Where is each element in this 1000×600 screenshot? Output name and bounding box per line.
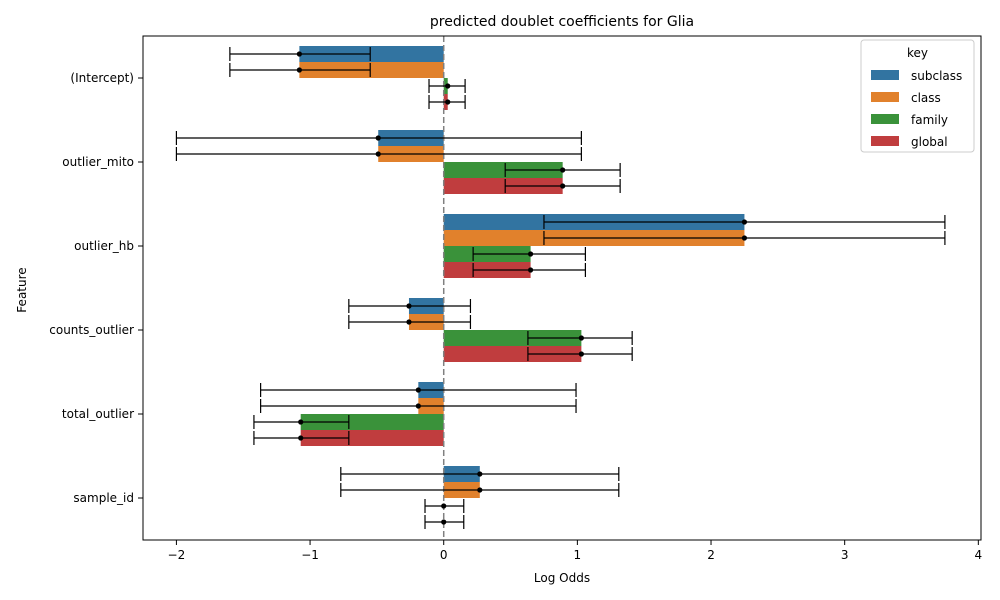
y-tick-label-1: outlier_mito <box>62 155 134 169</box>
x-tick-label--2: −2 <box>168 548 186 562</box>
point-global-0 <box>445 99 451 105</box>
x-axis-title: Log Odds <box>534 571 590 585</box>
x-tick-label-3: 3 <box>841 548 849 562</box>
bar-class-0 <box>299 62 444 78</box>
chart-title: predicted doublet coefficients for Glia <box>430 14 694 30</box>
legend-swatch-class <box>871 92 899 102</box>
point-family-1 <box>560 167 566 173</box>
plot-area: −2 −1 0 1 2 3 4 (Intercept) outlier_mito outlier_… <box>49 35 983 562</box>
bar-family-4 <box>300 414 444 430</box>
point-class-0 <box>296 67 302 73</box>
point-family-4 <box>298 419 304 425</box>
bar-family-1 <box>443 162 563 178</box>
point-global-5 <box>441 519 447 525</box>
point-class-5 <box>477 487 483 493</box>
point-subclass-3 <box>406 303 412 309</box>
legend-swatch-subclass <box>871 70 899 80</box>
bar-global-1 <box>443 178 563 194</box>
x-tick-label-2: 2 <box>707 548 715 562</box>
point-subclass-4 <box>415 387 421 393</box>
point-subclass-1 <box>375 135 381 141</box>
point-subclass-5 <box>477 471 483 477</box>
legend-label-global: global <box>911 135 948 149</box>
y-tick-label-2: outlier_hb <box>74 239 134 253</box>
point-family-3 <box>578 335 584 341</box>
point-family-2 <box>527 251 534 257</box>
y-tick-label-4: total_outlier <box>62 407 134 421</box>
legend-label-subclass: subclass <box>911 69 962 83</box>
x-tick-label--1: −1 <box>301 548 319 562</box>
legend-title: key <box>907 46 928 60</box>
point-family-0 <box>445 83 451 89</box>
point-subclass-2 <box>741 219 748 225</box>
legend-swatch-global <box>871 136 899 146</box>
y-tick-label-3: counts_outlier <box>49 323 134 337</box>
point-class-1 <box>375 151 381 157</box>
x-tick-label-0: 0 <box>440 548 448 562</box>
point-global-3 <box>578 351 584 357</box>
point-global-2 <box>527 267 534 273</box>
y-tick-label-5: sample_id <box>73 491 134 505</box>
y-tick-label-0: (Intercept) <box>70 71 134 85</box>
bar-family-3 <box>443 330 582 346</box>
legend-label-family: family <box>911 113 948 127</box>
point-class-4 <box>415 403 421 409</box>
point-family-5 <box>441 503 447 509</box>
bar-subclass-0 <box>299 46 444 62</box>
bar-global-4 <box>300 430 444 446</box>
x-tick-label-4: 4 <box>975 548 983 562</box>
point-global-4 <box>298 435 304 441</box>
legend-label-class: class <box>911 91 941 105</box>
x-tick-label-1: 1 <box>574 548 582 562</box>
axes-frame <box>142 35 982 541</box>
bar-global-3 <box>443 346 582 362</box>
point-class-3 <box>406 319 412 325</box>
point-subclass-0 <box>296 51 302 57</box>
legend-swatch-family <box>871 114 899 124</box>
point-class-2 <box>741 235 748 241</box>
point-global-1 <box>560 183 566 189</box>
y-axis-title: Feature <box>15 267 29 312</box>
legend: key subclass class family global <box>860 39 975 153</box>
